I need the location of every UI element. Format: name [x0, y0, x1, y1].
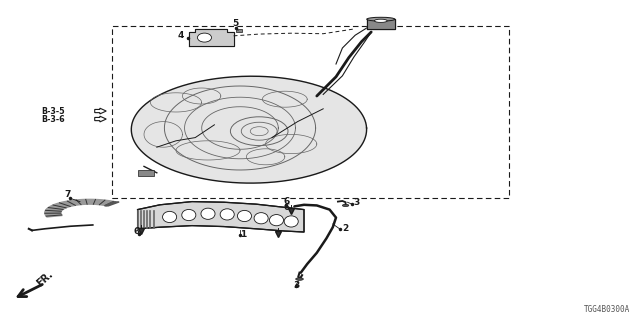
Ellipse shape — [296, 278, 303, 280]
Ellipse shape — [254, 212, 268, 224]
Text: 3: 3 — [293, 281, 300, 290]
Polygon shape — [131, 76, 367, 183]
Text: 6: 6 — [133, 227, 140, 236]
Text: 4: 4 — [178, 31, 184, 40]
Polygon shape — [138, 202, 304, 232]
Text: 1: 1 — [240, 230, 246, 239]
Ellipse shape — [269, 214, 284, 226]
Text: 2: 2 — [342, 224, 349, 233]
Ellipse shape — [367, 17, 395, 21]
Text: 3: 3 — [353, 198, 360, 207]
Text: TGG4B0300A: TGG4B0300A — [584, 305, 630, 314]
Ellipse shape — [284, 216, 298, 227]
Ellipse shape — [374, 19, 387, 22]
Bar — [236, 29, 242, 32]
Bar — [112, 26, 509, 198]
FancyArrow shape — [95, 108, 106, 114]
Text: B-3-5: B-3-5 — [42, 107, 65, 116]
Ellipse shape — [220, 209, 234, 220]
Text: B-3-6: B-3-6 — [42, 115, 65, 124]
Bar — [138, 170, 154, 176]
Ellipse shape — [237, 211, 252, 221]
Polygon shape — [104, 202, 119, 206]
Ellipse shape — [198, 33, 211, 42]
Text: 5: 5 — [232, 19, 239, 28]
Text: 7: 7 — [64, 190, 70, 199]
Ellipse shape — [201, 208, 215, 220]
Text: FR.: FR. — [35, 268, 55, 288]
Polygon shape — [189, 29, 234, 46]
Text: 6: 6 — [284, 203, 290, 212]
Polygon shape — [367, 19, 395, 29]
Ellipse shape — [163, 211, 177, 223]
FancyArrow shape — [95, 116, 106, 122]
Polygon shape — [45, 199, 116, 217]
Text: 6: 6 — [284, 197, 290, 206]
Ellipse shape — [182, 209, 196, 221]
Ellipse shape — [342, 204, 349, 207]
